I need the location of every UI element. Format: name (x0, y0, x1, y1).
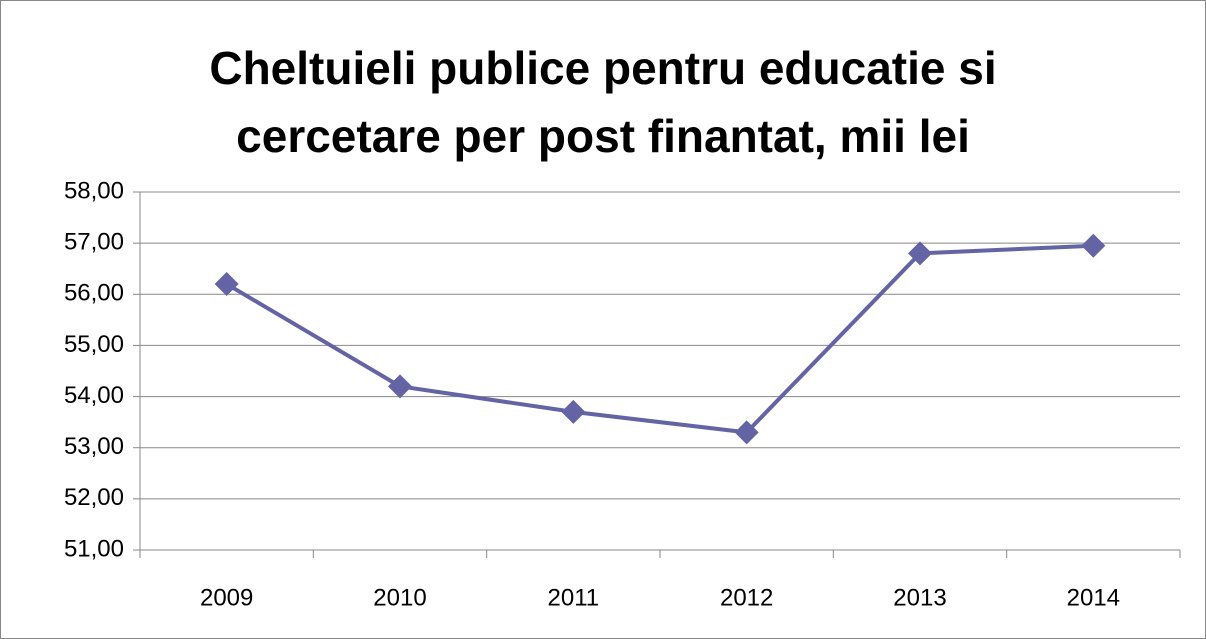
data-line (225, 243, 1094, 435)
y-tick-label: 57,00 (64, 228, 124, 255)
data-point (1081, 233, 1106, 258)
x-tick-label: 2011 (548, 584, 600, 611)
y-tick-label: 52,00 (64, 484, 124, 511)
x-tick-label: 2009 (200, 584, 253, 611)
y-tick-label: 51,00 (64, 535, 124, 562)
chart-title: Cheltuieli publice pentru educatie si ce… (209, 42, 997, 162)
data-point (214, 272, 239, 297)
data-point (388, 374, 412, 399)
data-point (908, 241, 932, 266)
data-point (734, 420, 759, 445)
x-tick-label: 2010 (373, 584, 426, 611)
y-tick-label: 58,00 (64, 177, 124, 204)
data-point (561, 399, 586, 424)
x-tick-label: 2013 (893, 584, 946, 611)
y-tick-label: 54,00 (64, 382, 124, 409)
y-tick-label: 56,00 (64, 280, 124, 307)
x-tick-label: 2012 (720, 584, 773, 611)
y-tick-label: 55,00 (64, 331, 124, 358)
x-tick-label: 2014 (1067, 584, 1120, 611)
y-tick-label: 53,00 (64, 433, 124, 460)
